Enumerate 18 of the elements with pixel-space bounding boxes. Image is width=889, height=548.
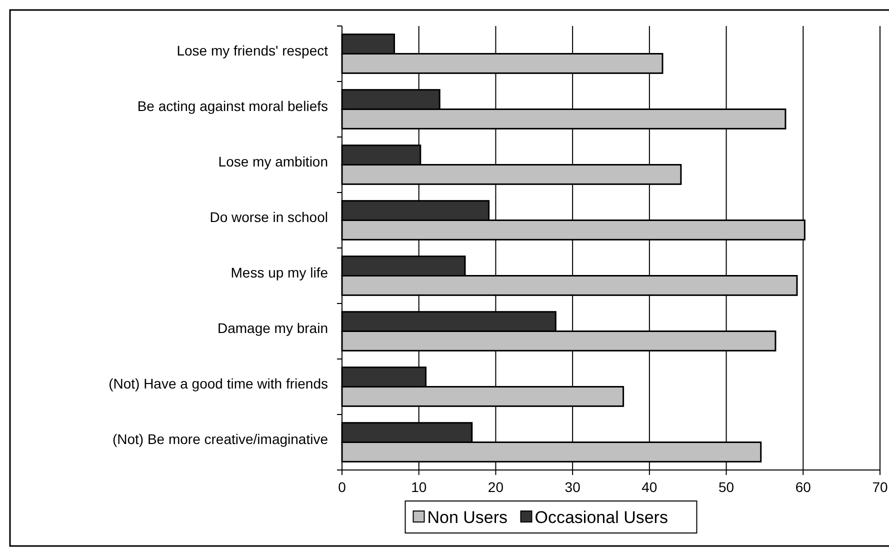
x-tick-label: 30 bbox=[564, 479, 581, 495]
x-tick-label: 0 bbox=[338, 479, 346, 495]
x-tick-label: 70 bbox=[872, 479, 888, 495]
x-tick-label: 60 bbox=[795, 479, 812, 495]
y-tick-label: Lose my ambition bbox=[218, 153, 328, 170]
x-tick-label: 10 bbox=[411, 479, 427, 495]
y-tick-label: Lose my friends' respect bbox=[176, 42, 328, 58]
y-tick-label: Mess up my life bbox=[230, 264, 328, 280]
x-tick-label: 20 bbox=[488, 479, 504, 495]
x-tick-label: 50 bbox=[718, 479, 734, 495]
legend-label: Occasional Users bbox=[534, 508, 668, 527]
x-tick-label: 40 bbox=[642, 479, 658, 495]
y-tick-label: Damage my brain bbox=[218, 320, 328, 336]
y-tick-label: Do worse in school bbox=[210, 208, 328, 225]
y-tick-label: (Not) Have a good time with friends bbox=[108, 375, 328, 392]
y-tick-label: Be acting against moral beliefs bbox=[137, 98, 328, 114]
y-tick-label: (Not) Be more creative/imaginative bbox=[112, 430, 328, 447]
legend-label: Non Users bbox=[427, 508, 508, 527]
